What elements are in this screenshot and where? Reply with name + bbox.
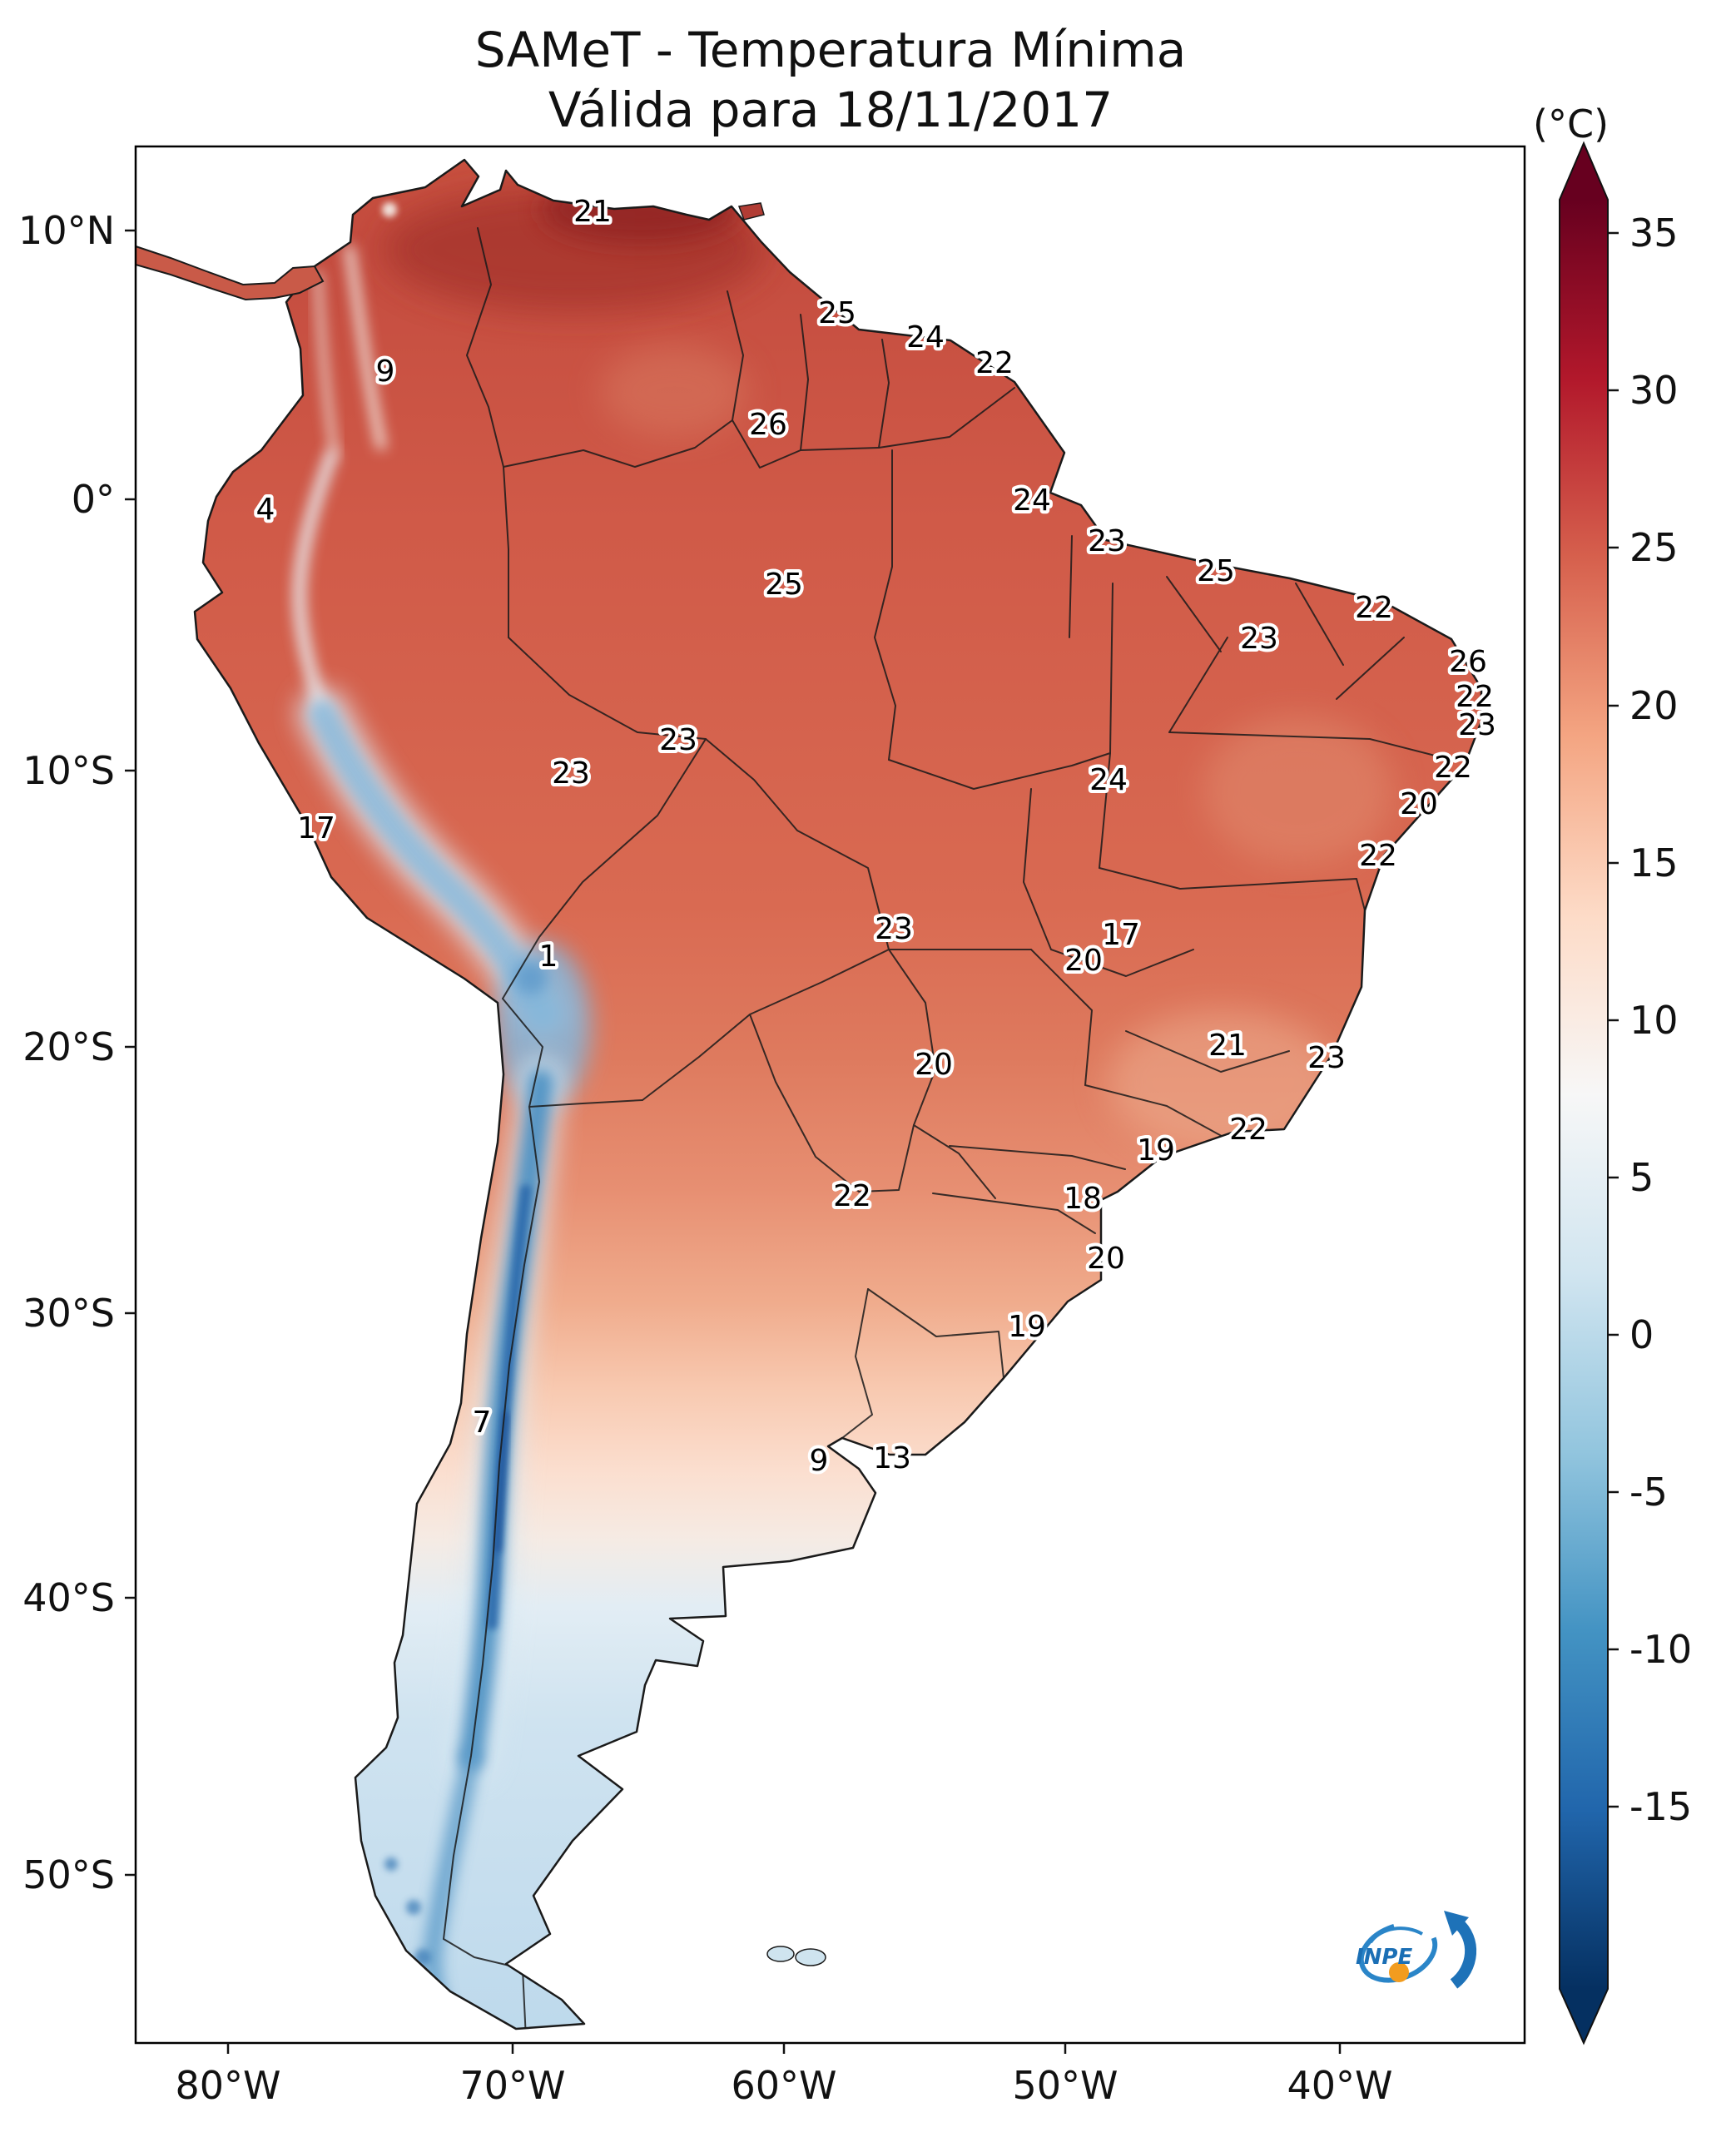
temperature-label: 4	[256, 493, 275, 527]
temperature-label: 17	[1102, 918, 1140, 952]
logo-text: INPE	[1356, 1945, 1412, 1970]
colorbar-tick-label: 15	[1629, 840, 1679, 885]
temperature-label: 9	[810, 1444, 829, 1478]
temperature-label: 23	[1088, 524, 1126, 558]
temperature-label: 23	[875, 912, 913, 946]
latitude-tick-label: 10°N	[18, 208, 115, 253]
colorbar-tick-label: 10	[1629, 998, 1679, 1043]
temperature-label: 22	[1229, 1113, 1267, 1147]
colorbar-gradient	[1560, 200, 1608, 1989]
temperature-label: 9	[376, 355, 395, 389]
fjord-cold-spot	[384, 1857, 398, 1871]
trinidad-island	[737, 202, 765, 221]
patch-southeast-highlands	[1107, 1011, 1340, 1153]
temperature-label: 25	[818, 296, 856, 330]
logo-arrow-icon	[1450, 1917, 1476, 1989]
colorbar-tick-label: 30	[1629, 368, 1679, 413]
falkland-island-east	[795, 1948, 826, 1966]
longitude-tick-label: 50°W	[1012, 2063, 1118, 2108]
andes-ecuador	[292, 449, 338, 721]
temperature-label: 19	[1137, 1133, 1175, 1168]
temperature-label: 22	[1355, 591, 1393, 625]
panama-isthmus	[135, 245, 325, 301]
temperature-label: 25	[1197, 554, 1235, 588]
political-borders	[443, 227, 1449, 2029]
temperature-label: 20	[915, 1048, 953, 1082]
temperature-label: 20	[1400, 787, 1438, 821]
latitude-axis: 10°N 0° 10°S 20°S 30°S 40°S 50°S	[18, 208, 136, 1897]
temperature-label: 21	[573, 195, 612, 229]
colorbar-tick-label: 5	[1629, 1155, 1654, 1200]
temperature-label: 22	[1359, 839, 1397, 873]
temperature-label: 22	[975, 346, 1014, 380]
andes-colombia-west	[345, 245, 386, 450]
colorbar-tick-label: 0	[1629, 1312, 1654, 1357]
colorbar-tick-label: -10	[1629, 1627, 1692, 1672]
temperature-label: 17	[297, 811, 335, 845]
santa-marta-peak	[382, 202, 397, 217]
longitude-tick-label: 40°W	[1287, 2063, 1392, 2108]
colorbar-tick-label: 25	[1629, 525, 1679, 570]
temperature-label: 21	[1208, 1029, 1247, 1063]
temperature-label: 19	[1008, 1310, 1046, 1344]
logo-arrowhead	[1444, 1911, 1469, 1936]
temperature-label: 20	[1087, 1242, 1125, 1276]
longitude-tick-label: 60°W	[731, 2063, 836, 2108]
axes-frame	[134, 145, 1526, 2045]
logo-orange-dot	[1389, 1962, 1409, 1982]
latitude-tick-label: 20°S	[22, 1024, 115, 1069]
colorbar-tick-label: -5	[1629, 1470, 1668, 1515]
figure-title-line2: Válida para 18/11/2017	[548, 82, 1113, 138]
temperature-label: 22	[1434, 751, 1472, 785]
temperature-label: 24	[906, 320, 945, 355]
longitude-tick-label: 80°W	[175, 2063, 280, 2108]
fjord-cold-spot	[406, 1900, 421, 1915]
temperature-label: 23	[1458, 708, 1496, 742]
colorbar-outline	[1559, 141, 1609, 2045]
longitude-tick-label: 70°W	[459, 2063, 565, 2108]
temperature-label: 23	[659, 723, 697, 757]
temperature-label: 1	[539, 940, 558, 974]
colorbar-tick-label: 35	[1629, 211, 1679, 255]
temperature-label: 20	[1064, 944, 1103, 978]
colorbar-over-arrow	[1560, 143, 1608, 200]
colorbar-tick-label: -15	[1629, 1784, 1692, 1829]
logo-inner-arc	[1369, 1926, 1424, 1944]
figure-title-line1: SAMeT - Temperatura Mínima	[475, 22, 1187, 78]
temperature-label: 22	[1456, 680, 1494, 714]
latitude-tick-label: 10°S	[22, 748, 115, 793]
latitude-tick-label: 30°S	[22, 1291, 115, 1336]
temperature-label: 26	[1449, 645, 1487, 679]
colorbar: (°C) 35 30 25 20 15 10 5 0 -5 -10 -15	[1533, 102, 1692, 2045]
temperature-label: 18	[1064, 1182, 1102, 1216]
falkland-island-west	[766, 1946, 795, 1962]
temperature-label: 23	[1240, 622, 1278, 656]
latitude-tick-label: 50°S	[22, 1852, 115, 1897]
colorbar-under-arrow	[1560, 1989, 1608, 2043]
andes-colombia-east	[314, 270, 339, 458]
patch-roraima	[599, 345, 749, 437]
latitude-tick-label: 0°	[72, 477, 115, 522]
temperature-label: 22	[833, 1179, 871, 1213]
patch-northeast	[1203, 716, 1394, 865]
colorbar-unit-label: (°C)	[1533, 102, 1609, 146]
colorbar-tick-label: 20	[1629, 683, 1679, 728]
temperature-label: 13	[873, 1441, 911, 1475]
temperature-label: 23	[552, 756, 590, 791]
temperature-label: 24	[1089, 763, 1128, 797]
andes-coldest	[494, 1411, 509, 1553]
temperature-label: 7	[473, 1406, 492, 1440]
temperature-label: 26	[749, 408, 787, 442]
altiplano-cold-spot	[514, 961, 548, 994]
temperature-label: 23	[1307, 1041, 1346, 1075]
temperature-label: 25	[765, 568, 803, 602]
longitude-axis: 80°W 70°W 60°W 50°W 40°W	[175, 2043, 1393, 2108]
temperature-label: 24	[1013, 483, 1051, 518]
latitude-tick-label: 40°S	[22, 1575, 115, 1620]
colorbar-ticks: 35 30 25 20 15 10 5 0 -5 -10 -15	[1608, 211, 1692, 1829]
